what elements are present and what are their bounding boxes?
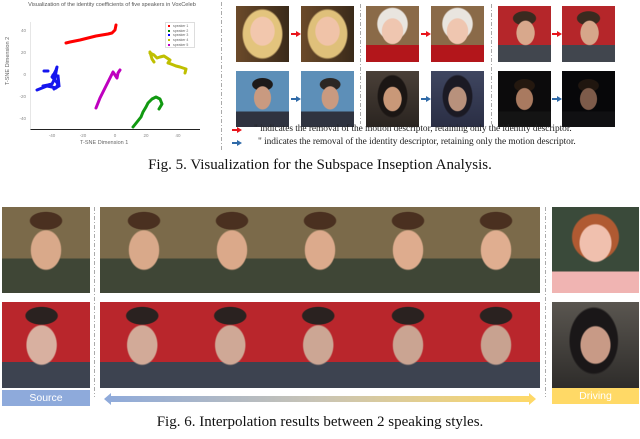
tsne-scatter-chart: Visualization of the identity coefficien… [0, 0, 218, 150]
legend-item: speaker 5 [168, 42, 192, 47]
interp-frame-row1-2 [188, 207, 276, 293]
legend-item: speaker 4 [168, 38, 192, 43]
face-image-source-man-dark-bg [498, 71, 551, 127]
x-tick: 20 [143, 133, 149, 138]
y-tick: 0 [23, 72, 26, 77]
interp-frame-row1-3 [276, 207, 364, 293]
red-arrow-icon [421, 31, 431, 37]
fig5-caption: Fig. 5. Visualization for the Subspace I… [148, 157, 492, 173]
divider-line [94, 207, 95, 397]
chart-legend: speaker 1 speaker 2 speaker 3 speaker 4 … [165, 22, 195, 48]
face-image-result-dark-hair-woman [431, 71, 484, 127]
driving-frame-row1 [552, 207, 639, 293]
interp-frame-row2-1 [100, 302, 188, 388]
divider-line [360, 4, 361, 124]
x-tick: -20 [79, 133, 87, 138]
scatter-points [35, 23, 188, 129]
face-image-source-man-blue-bg [236, 71, 289, 127]
blue-arrow-icon [552, 96, 562, 102]
y-tick: -40 [19, 116, 26, 121]
interp-frame-row2-4 [364, 302, 452, 388]
y-tick: 20 [20, 50, 26, 55]
interp-frame-row1-4 [364, 207, 452, 293]
interp-frame-row2-5 [452, 302, 540, 388]
face-image-result-man-dark-bg [562, 71, 615, 127]
x-tick: -40 [48, 133, 56, 138]
red-arrow-icon [552, 31, 562, 37]
blue-arrow-icon [291, 96, 301, 102]
driving-frame-row2 [552, 302, 639, 388]
source-label: Source [2, 390, 90, 406]
interp-frame-row2-3 [276, 302, 364, 388]
face-image-result-blonde-woman [301, 6, 354, 62]
chart-title: Visualization of the identity coefficien… [28, 2, 196, 8]
source-frame-row1 [2, 207, 90, 293]
x-tick: 0 [113, 133, 117, 138]
fig6-caption: Fig. 6. Interpolation results between 2 … [156, 414, 484, 430]
plot-area [30, 22, 200, 130]
interp-frame-row1-5 [452, 207, 540, 293]
blue-arrow-icon [421, 96, 431, 102]
source-frame-row2 [2, 302, 90, 388]
blue-arrow-icon [232, 140, 244, 147]
face-image-source-older-woman [366, 6, 419, 62]
x-axis-label: T-SNE Dimension 1 [80, 140, 129, 146]
divider-line [221, 2, 222, 150]
interpolation-arrow-icon [104, 393, 536, 405]
x-tick: 40 [175, 133, 181, 138]
face-image-source-man-red-bg [498, 6, 551, 62]
legend-item: speaker 2 [168, 29, 192, 34]
red-arrow-icon [232, 127, 244, 134]
face-image-result-older-woman [431, 6, 484, 62]
face-image-source-dark-hair-woman [366, 71, 419, 127]
face-image-source-blonde-woman [236, 6, 289, 62]
legend-item: speaker 3 [168, 33, 192, 38]
interp-frame-row1-1 [100, 207, 188, 293]
red-arrow-icon [291, 31, 301, 37]
y-tick: -20 [19, 94, 26, 99]
face-image-result-man-blue-bg [301, 71, 354, 127]
blue-arrow-note: " indicates the removal of the identity … [258, 137, 576, 147]
divider-line [545, 207, 546, 397]
divider-line [491, 4, 492, 124]
face-image-result-man-red-bg [562, 6, 615, 62]
driving-label: Driving [552, 388, 639, 404]
legend-item: speaker 1 [168, 24, 192, 29]
interp-frame-row2-2 [188, 302, 276, 388]
y-tick: 40 [20, 28, 26, 33]
red-arrow-note: " indicates the removal of the motion de… [254, 124, 572, 134]
